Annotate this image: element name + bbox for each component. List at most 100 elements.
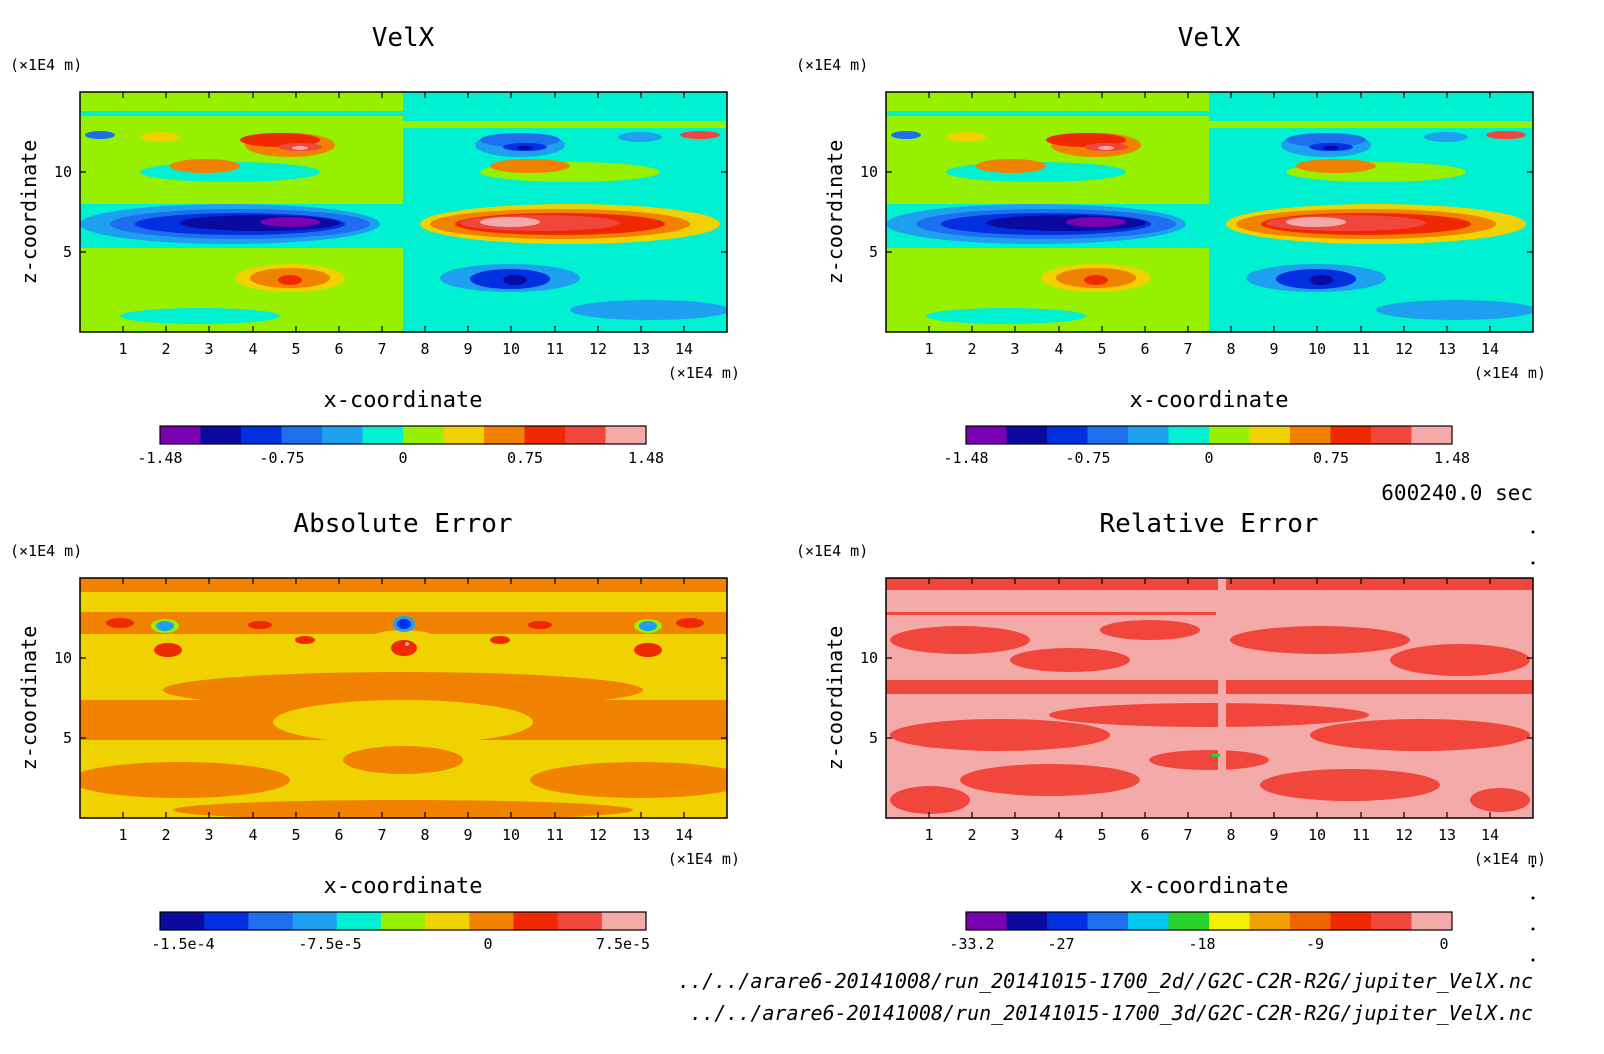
- colorbar-swatch: [322, 426, 363, 444]
- colorbar-tick-label: -0.75: [1065, 449, 1110, 467]
- x-tick-label: 13: [632, 340, 650, 358]
- colorbar-tick-label: -9: [1306, 935, 1324, 953]
- colorbar-swatch: [1087, 912, 1129, 930]
- panel-relative-error: Relative Error (×1E4 m): [796, 509, 1546, 953]
- heatmap-field: [80, 578, 727, 818]
- colorbar-swatch: [1168, 426, 1210, 444]
- x-axis-label: x-coordinate: [324, 874, 483, 899]
- x-ticks: [80, 578, 727, 818]
- colorbar-swatch: [1047, 912, 1088, 930]
- x-tick-label: 8: [1226, 826, 1235, 844]
- x-tick-label: 2: [967, 826, 976, 844]
- y-tick-label: 5: [869, 243, 878, 261]
- x-tick-label: 6: [334, 826, 343, 844]
- colorbar-swatch: [1087, 426, 1129, 444]
- x-tick-label: 5: [291, 826, 300, 844]
- colorbar-frame: [965, 425, 1453, 445]
- colorbar-swatch: [469, 912, 514, 930]
- x-tick-label: 7: [1183, 340, 1192, 358]
- colorbar-swatch: [1330, 912, 1372, 930]
- x-tick-label: 10: [502, 826, 520, 844]
- panel-title: Absolute Error: [293, 509, 512, 539]
- colorbar-tick-label: 0.75: [1313, 449, 1349, 467]
- colorbar-swatch: [1411, 912, 1453, 930]
- y-tick-label: 10: [54, 163, 72, 181]
- colorbar-swatch: [160, 912, 205, 930]
- x-tick-label: 13: [1438, 826, 1456, 844]
- colorbar-tick-label: -18: [1188, 935, 1215, 953]
- x-unit-label: (×1E4 m): [1474, 850, 1546, 868]
- colorbar-swatch: [1330, 426, 1372, 444]
- colorbar: [159, 425, 647, 445]
- y-unit-label: (×1E4 m): [10, 542, 82, 560]
- y-unit-label: (×1E4 m): [796, 56, 868, 74]
- x-axis-label: x-coordinate: [324, 388, 483, 413]
- x-tick-label: 14: [1481, 340, 1499, 358]
- colorbar-tick-label: -0.75: [259, 449, 304, 467]
- colorbar-swatch: [200, 426, 242, 444]
- y-axis-label: z-coordinate: [823, 140, 847, 285]
- colorbar-swatch: [1290, 426, 1331, 444]
- colorbar: [965, 425, 1453, 445]
- x-tick-label: 10: [1308, 826, 1326, 844]
- x-unit-label: (×1E4 m): [1474, 364, 1546, 382]
- x-tick-label: 14: [1481, 826, 1499, 844]
- panel-velx-2d: VelX (×1E4 m): [10, 23, 740, 467]
- y-tick-label: 5: [63, 243, 72, 261]
- x-tick-label: 3: [204, 826, 213, 844]
- heatmap-field: [886, 92, 1533, 332]
- x-tick-label: 11: [546, 826, 564, 844]
- plot-frame: [79, 91, 728, 333]
- x-tick-label: 3: [1010, 826, 1019, 844]
- x-tick-label: 14: [675, 826, 693, 844]
- colorbar-tick-label: 0: [483, 935, 492, 953]
- x-tick-label: 2: [161, 340, 170, 358]
- file-path-3d: ../../arare6-20141008/run_20141015-1700_…: [690, 1001, 1533, 1025]
- x-tick-label: 13: [1438, 340, 1456, 358]
- colorbar-tick-label: -27: [1047, 935, 1074, 953]
- colorbar-swatch: [1411, 426, 1453, 444]
- x-tick-label: 7: [1183, 826, 1192, 844]
- colorbar: [159, 911, 647, 931]
- colorbar-tick-labels: -33.2 -27 -18 -9 0: [949, 935, 1448, 953]
- colorbar-swatch: [403, 426, 444, 444]
- x-tick-label: 1: [118, 826, 127, 844]
- x-tick-labels: 1 2 3 4 5 6 7 8 9 10 11 12 13 14: [118, 340, 693, 358]
- x-tick-label: 6: [1140, 340, 1149, 358]
- x-tick-label: 6: [334, 340, 343, 358]
- y-axis-label: z-coordinate: [17, 140, 41, 285]
- colorbar-swatch: [1047, 426, 1088, 444]
- colorbar-tick-label: 0: [1439, 935, 1448, 953]
- colorbar-frame: [159, 911, 647, 931]
- y-unit-label: (×1E4 m): [796, 542, 868, 560]
- plot-frame: [79, 577, 728, 819]
- colorbar-swatch: [1249, 912, 1291, 930]
- y-unit-label: (×1E4 m): [10, 56, 82, 74]
- x-tick-label: 1: [924, 340, 933, 358]
- x-tick-label: 6: [1140, 826, 1149, 844]
- colorbar-swatch: [1209, 426, 1250, 444]
- x-ticks: [886, 92, 1533, 332]
- x-tick-label: 7: [377, 826, 386, 844]
- colorbar-swatch: [443, 426, 485, 444]
- x-tick-label: 4: [248, 826, 257, 844]
- x-tick-label: 12: [1395, 826, 1413, 844]
- colorbar: [965, 911, 1453, 931]
- colorbar-tick-label: 1.48: [1434, 449, 1470, 467]
- x-ticks: [80, 92, 727, 332]
- x-tick-labels: 1 2 3 4 5 6 7 8 9 10 11 12 13 14: [924, 340, 1499, 358]
- colorbar-swatch: [160, 426, 201, 444]
- x-tick-label: 2: [161, 826, 170, 844]
- x-tick-label: 5: [1097, 826, 1106, 844]
- colorbar-swatch: [1128, 426, 1169, 444]
- y-tick-label: 10: [860, 163, 878, 181]
- colorbar-tick-label: -1.48: [137, 449, 182, 467]
- colorbar-tick-label: -33.2: [949, 935, 994, 953]
- colorbar-swatch: [1168, 912, 1210, 930]
- colorbar-swatch: [601, 912, 647, 930]
- colorbar-tick-label: -1.48: [943, 449, 988, 467]
- x-tick-label: 11: [1352, 826, 1370, 844]
- x-unit-label: (×1E4 m): [668, 364, 740, 382]
- decorative-dots: [1531, 530, 1535, 962]
